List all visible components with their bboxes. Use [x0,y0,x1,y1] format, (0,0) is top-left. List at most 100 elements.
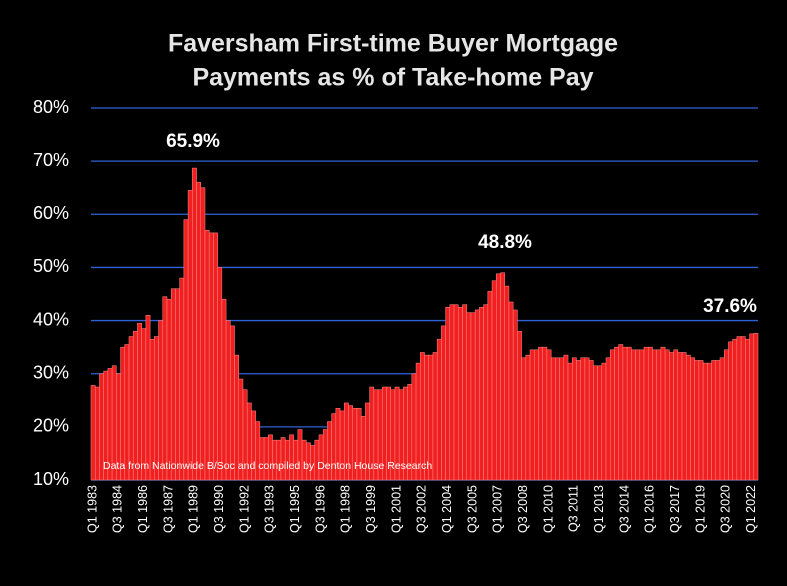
x-tick-label: Q3 1984 [111,485,125,533]
x-tick-label: Q3 2017 [668,485,682,533]
bar [162,296,168,481]
bar [728,341,733,481]
y-tick-label: 40% [33,309,69,329]
bar [137,322,142,481]
chart-title: Payments as % of Take-home Pay [192,64,593,92]
bar [550,357,556,481]
bar [660,346,666,481]
bar [580,357,586,481]
bar [462,304,467,481]
x-tick-label: Q3 2011 [567,485,581,532]
bar [622,346,628,481]
bar [230,325,235,481]
bar [669,352,674,481]
bar [436,338,442,481]
x-tick-label: Q3 1990 [212,485,226,533]
x-tick-label: Q3 1996 [313,485,327,533]
x-tick-label: Q3 2020 [719,485,733,533]
bar [217,267,223,481]
y-tick-label: 20% [33,416,69,436]
bar [145,315,151,481]
bar [470,312,476,481]
bar [559,357,565,481]
bar [647,346,653,481]
bar [673,349,679,481]
y-tick-label: 70% [33,150,69,170]
bar [707,362,712,481]
bar [132,330,138,481]
bar [175,288,180,481]
bar [749,333,755,481]
bar [593,365,598,481]
x-tick-label: Q1 1983 [85,485,99,533]
bar [664,349,670,481]
bar [187,190,193,481]
x-tick-label: Q1 2007 [491,485,505,533]
bar [584,357,590,481]
bar [441,325,446,481]
bar [723,349,729,481]
bar [208,232,214,481]
bar [601,362,607,481]
bar [702,362,708,481]
bar [445,307,451,481]
bar [496,273,501,481]
x-tick-label: Q1 1992 [237,485,251,533]
x-tick-label: Q1 2010 [541,485,555,533]
bar [567,362,573,481]
bar [694,360,700,481]
x-tick-label: Q1 2022 [744,485,758,533]
bar [213,232,218,481]
bar [631,349,636,481]
bar [170,288,176,481]
x-tick-label: Q1 1995 [288,485,302,533]
bar [525,354,531,481]
x-tick-label: Q1 1986 [136,485,150,533]
bar [318,434,324,481]
annotation: 37.6% [703,296,757,317]
y-tick-label: 60% [33,203,69,223]
x-tick-label: Q3 1999 [364,485,378,533]
bar [166,299,172,481]
bar [500,272,505,481]
bar [529,349,535,481]
bar [597,365,603,481]
bar [542,346,548,481]
bar [322,429,328,481]
bar [479,307,484,481]
x-tick-label: Q1 2004 [440,485,454,533]
bar [736,336,742,481]
x-tick-label: Q1 2016 [643,485,657,533]
bar [745,338,750,481]
bar [740,336,746,481]
bar [263,437,269,481]
x-tick-label: Q3 2005 [465,485,479,533]
bar [487,291,493,481]
annotation: 65.9% [166,131,220,152]
x-tick-label: Q3 2002 [415,485,429,533]
bar [605,357,611,481]
bar [158,320,164,481]
x-tick-label: Q3 1993 [263,485,277,533]
bar [563,354,569,481]
bar [196,182,202,481]
bar [711,360,717,481]
bar [656,349,662,481]
bar [690,357,695,481]
bars [90,167,759,481]
bar [289,434,294,481]
chart-title: Faversham First-time Buyer Mortgage [168,30,618,58]
bar [268,434,273,481]
bar [534,349,539,481]
bar [618,344,624,481]
x-tick-label: Q3 1987 [161,485,175,533]
bar [504,285,510,481]
bar [204,229,210,481]
bar [432,352,438,481]
bar [626,346,632,481]
x-tick-label: Q1 2019 [693,485,707,533]
annotation: 48.8% [478,232,532,253]
x-tick-label: Q1 2001 [389,485,403,533]
bar [546,349,552,481]
bar [280,437,286,481]
